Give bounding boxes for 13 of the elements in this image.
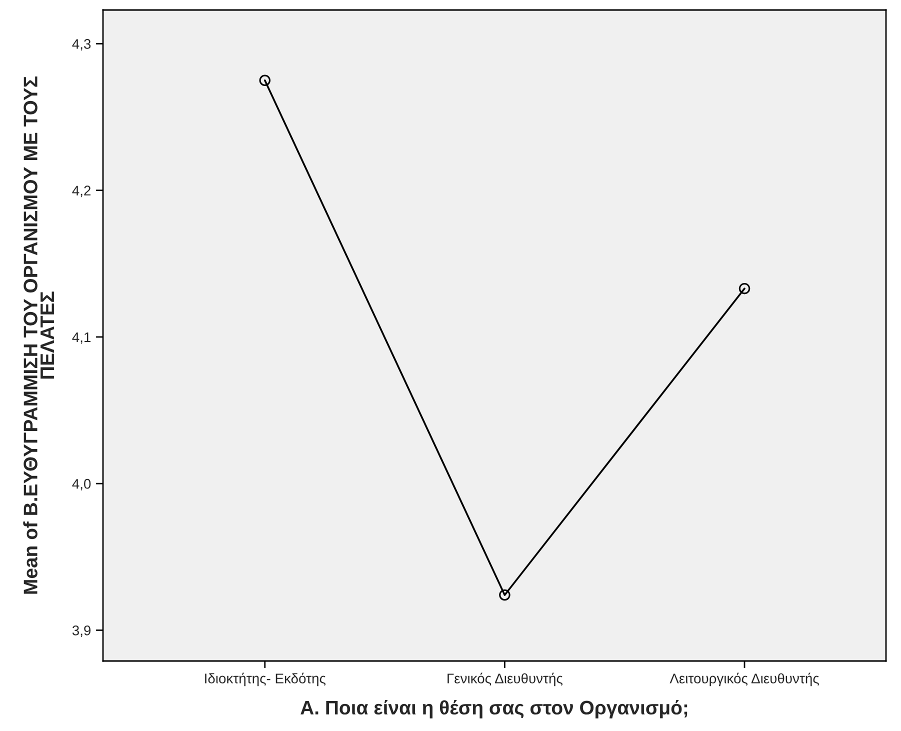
x-tick-label: Ιδιοκτήτης- Εκδότης xyxy=(205,672,326,686)
y-axis-title: Mean of Β.ΕΥΘΥΓΡΑΜΜΙΣΗ ΤΟΥ ΟΡΓΑΝΙΣΜΟΥ ΜΕ ΤΟΥΣ ΠΕΛΑΤΕΣ xyxy=(23,76,54,594)
point xyxy=(259,74,271,86)
y-tick-label: 4,0 xyxy=(72,478,91,490)
point xyxy=(738,282,750,294)
y-tick-label: 4,3 xyxy=(72,39,91,51)
x-tick-label: Λειτουργικός Διευθυντής xyxy=(670,672,819,686)
y-tick-label: 4,1 xyxy=(72,332,91,344)
x-axis-title: Α. Ποια είναι η θέση σας στον Οργανισμό; xyxy=(300,700,688,718)
y-tick-label: 4,2 xyxy=(72,186,90,198)
x-tick-label: Γενικός Διευθυντής xyxy=(448,672,563,686)
y-tick-label: 3,9 xyxy=(72,626,91,638)
point xyxy=(499,589,510,601)
